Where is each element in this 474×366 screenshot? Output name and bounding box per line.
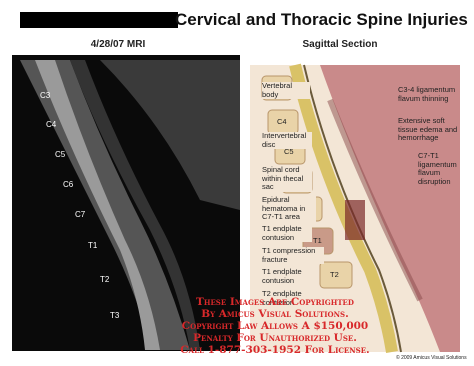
vertebra-label: C5 bbox=[284, 147, 294, 156]
watermark-line: Copyright Law Allows A $150,000 bbox=[181, 320, 369, 332]
mri-level: T1 bbox=[88, 241, 98, 250]
credit: © 2009 Amicus Visual Solutions bbox=[396, 355, 467, 361]
watermark-line: By Amicus Visual Solutions. bbox=[201, 308, 349, 320]
hemorrhage bbox=[327, 98, 423, 302]
watermark-line: Call 1-877-303-1952 For License. bbox=[180, 344, 370, 356]
watermark-line: These Images Are Copyrighted bbox=[196, 296, 354, 308]
mri-level: C3 bbox=[40, 91, 51, 100]
thecal-sac bbox=[303, 64, 402, 353]
mri-soft-tissue bbox=[100, 60, 240, 210]
vertebra-label: C4 bbox=[277, 117, 287, 126]
redaction-bar bbox=[20, 12, 178, 28]
vertebra-label: T2 bbox=[330, 270, 339, 279]
annotation: Extensive soft tissue edema and hemorrha… bbox=[398, 116, 458, 142]
annotation: T2 endplate contusion bbox=[262, 289, 312, 307]
mri-level: C7 bbox=[75, 210, 86, 219]
annotation: Spinal cord within thecal sac bbox=[262, 165, 312, 192]
mri-level: T2 bbox=[100, 275, 110, 284]
section-caption: Sagittal Section bbox=[302, 39, 378, 50]
mri-level: C6 bbox=[63, 180, 74, 189]
annotation: T1 compression fracture bbox=[262, 246, 324, 264]
annotation: T1 endplate contusion bbox=[262, 267, 312, 285]
mri-column bbox=[35, 60, 160, 350]
mri-level: C4 bbox=[46, 120, 57, 129]
watermark-line: Penalty For Unauthorized Use. bbox=[193, 332, 357, 344]
hematoma bbox=[345, 200, 365, 240]
mri-level: T3 bbox=[110, 311, 120, 320]
annotation: Vertebral body bbox=[262, 81, 310, 99]
mri-level: C5 bbox=[55, 150, 66, 159]
spinal-cord bbox=[289, 63, 398, 353]
muscle bbox=[320, 65, 460, 352]
annotation: C7-T1 ligamentum flavum disruption bbox=[418, 151, 457, 186]
annotation: Epidural hematoma in C7-T1 area bbox=[262, 195, 316, 222]
vertebra-label: T1 bbox=[313, 236, 322, 245]
annotation: Intervertebral disc bbox=[262, 131, 312, 149]
title: Cervical and Thoracic Spine Injuries bbox=[175, 10, 468, 29]
annotation: T1 endplate contusion bbox=[262, 224, 312, 242]
annotation: C3-4 ligamentum flavum thinning bbox=[398, 85, 456, 103]
mri-cord bbox=[70, 60, 200, 350]
mri-caption: 4/28/07 MRI bbox=[90, 39, 146, 50]
